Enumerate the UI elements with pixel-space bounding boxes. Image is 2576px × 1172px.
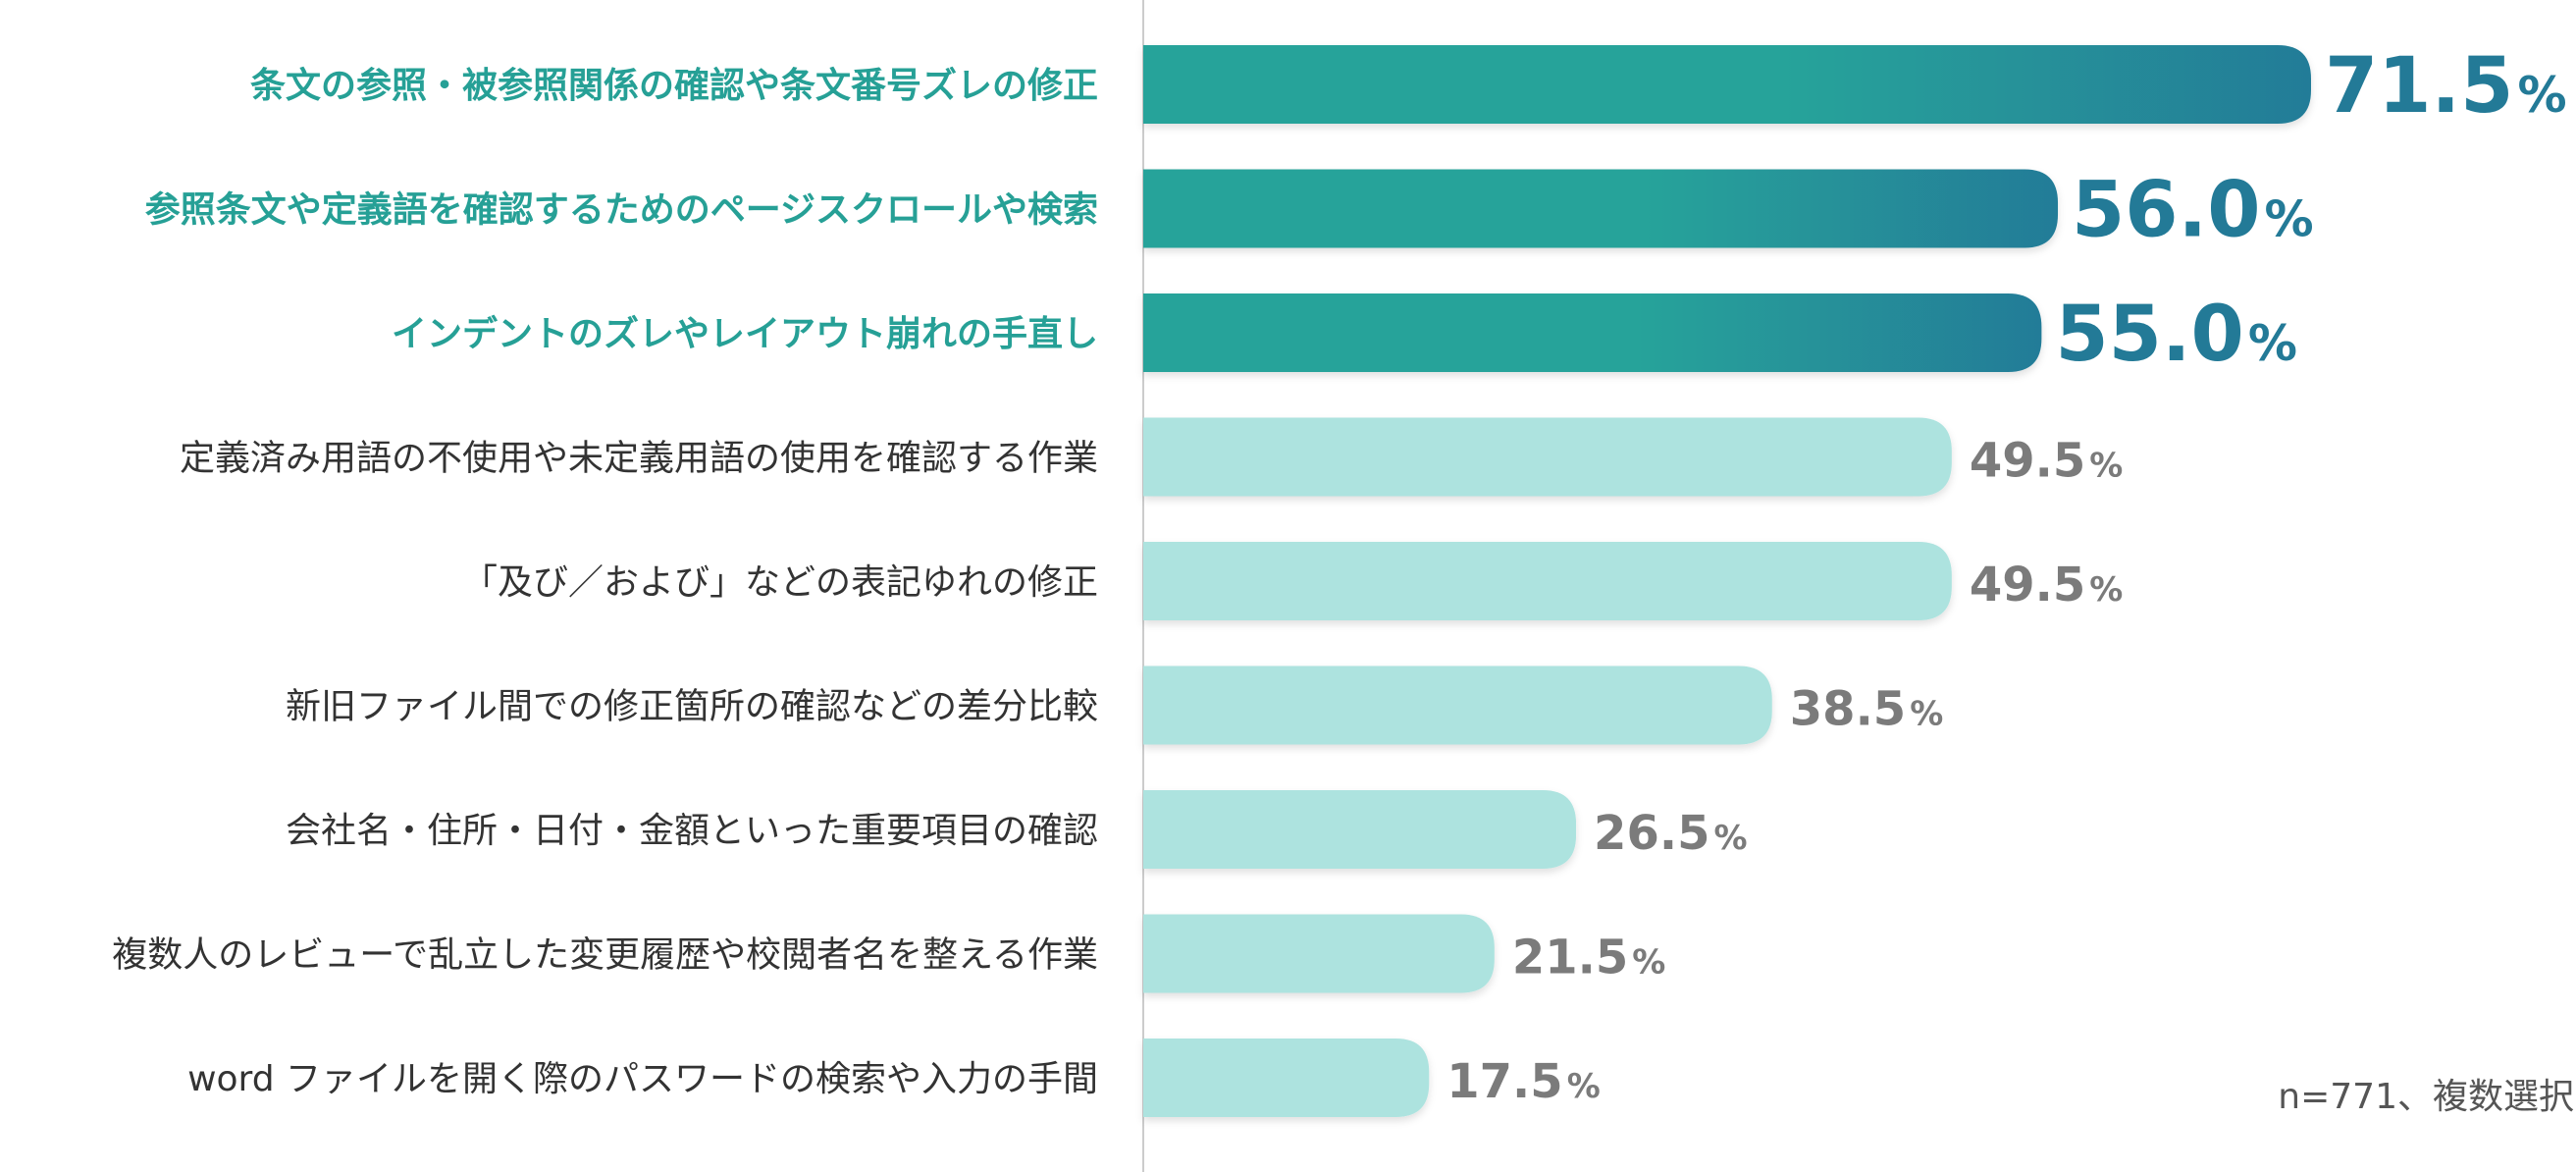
bar	[1143, 1039, 1430, 1117]
category-label: word ファイルを開く際のパスワードの検索や入力の手間	[187, 1059, 1098, 1099]
value-label: 17.5%	[1446, 1054, 1601, 1109]
value-label: 56.0%	[2072, 167, 2314, 255]
value-label: 49.5%	[1970, 558, 2124, 613]
bar	[1143, 790, 1577, 869]
value-label: 38.5%	[1790, 682, 1944, 737]
bar	[1143, 293, 2042, 372]
category-label: 参照条文や定義語を確認するためのページスクロールや検索	[145, 190, 1098, 231]
category-label: インデントのズレやレイアウト崩れの手直し	[392, 313, 1098, 354]
category-label: 新旧ファイル間での修正箇所の確認などの差分比較	[286, 687, 1098, 727]
bar	[1143, 417, 1952, 497]
category-label: 条文の参照・被参照関係の確認や条文番号ズレの修正	[250, 65, 1098, 106]
value-label: 55.0%	[2055, 291, 2297, 379]
bar	[1143, 666, 1772, 745]
category-label: 複数人のレビューで乱立した変更履歴や校閲者名を整える作業	[112, 935, 1098, 976]
value-label: 26.5%	[1594, 806, 1748, 861]
bar	[1143, 45, 2311, 124]
category-label: 会社名・住所・日付・金額といった重要項目の確認	[286, 811, 1098, 851]
value-label: 21.5%	[1512, 931, 1666, 986]
category-label: 「及び／および」などの表記ゆれの修正	[462, 562, 1098, 603]
bar	[1143, 542, 1952, 620]
bar	[1143, 914, 1495, 993]
value-label: 71.5%	[2325, 42, 2567, 131]
bar	[1143, 169, 2059, 248]
sample-note: n=771、複数選択	[2278, 1077, 2574, 1117]
category-label: 定義済み用語の不使用や未定義用語の使用を確認する作業	[180, 439, 1098, 479]
value-label: 49.5%	[1970, 434, 2124, 489]
